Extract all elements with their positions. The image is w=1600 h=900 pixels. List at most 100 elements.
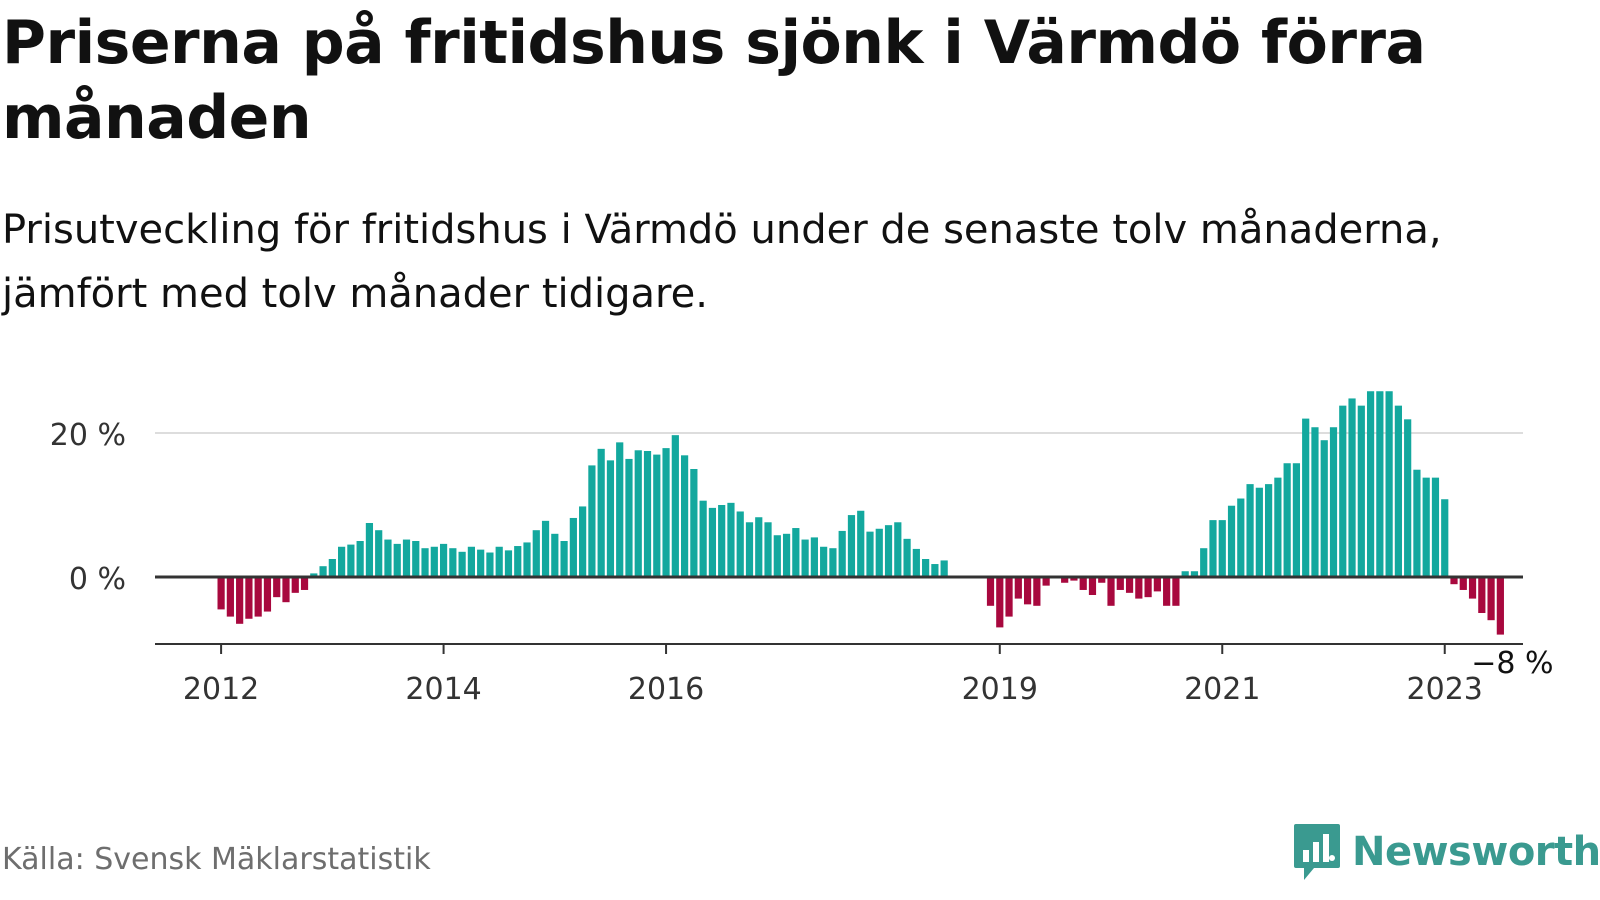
bar [616,442,624,577]
bar [1125,577,1134,593]
bar [1070,577,1078,581]
bar [792,528,800,577]
axis-labels: 0 % 20 % 2012 2014 2016 2019 2021 2023−8 % [50,418,1557,707]
bar [504,550,513,577]
bar [569,517,577,577]
bar [1237,498,1245,577]
x-tick-label: 2016 [628,672,704,707]
bar [551,533,559,577]
x-tick-label: 2012 [183,672,259,707]
axes [155,575,1523,654]
x-tick-label: 2019 [962,672,1038,707]
bar [671,435,679,577]
bar [1153,577,1161,592]
bar [727,502,735,577]
bar [1283,463,1291,577]
bar [1218,520,1226,577]
bar [820,546,828,577]
bar [653,454,661,577]
bar [1311,427,1319,577]
bar [1172,577,1180,606]
bar [1404,419,1412,577]
bar [801,539,809,577]
bar [1357,405,1365,577]
bar [458,551,466,577]
bar [1339,405,1347,577]
bar [514,546,522,577]
x-tick-label: 2023 [1407,672,1483,707]
y-tick-label: 20 % [50,418,126,453]
bar [1376,391,1384,577]
bar [1098,577,1106,583]
bar [1413,469,1421,577]
bar [1487,577,1495,621]
bar [1135,577,1143,599]
bar [375,530,383,577]
bar [996,577,1004,628]
bar [643,451,652,577]
bar [829,548,837,577]
bar [912,548,920,577]
bar [1200,548,1208,577]
bar [421,548,429,577]
bar [662,448,670,577]
bar [365,523,374,577]
bar [782,533,791,577]
bar [857,510,865,577]
bar [1116,577,1124,590]
bar [1181,571,1189,577]
bar [940,560,948,577]
bars [217,391,1504,635]
bar [931,564,939,577]
bar [597,448,605,577]
bar [1163,577,1171,606]
bar [477,549,485,577]
bar [356,541,364,577]
bar [1320,440,1328,577]
bar [884,525,893,577]
bar [1366,391,1375,577]
bar [1079,577,1087,590]
y-tick-label: 0 % [69,562,126,597]
bar [402,539,411,577]
bar [495,546,503,577]
bar [745,522,754,577]
bar [690,469,698,577]
bar [1441,499,1449,577]
bar [1274,477,1282,577]
bar [1033,577,1041,606]
x-tick-label: 2014 [405,672,481,707]
bar [1265,484,1273,577]
x-tick-label: 2021 [1184,672,1260,707]
bar [282,577,290,603]
bar [1227,505,1236,577]
bar [1431,477,1440,577]
chart-subtitle: Prisutveckling för fritidshus i Värmdö u… [2,207,1442,317]
bar [430,546,438,577]
bar [310,573,318,577]
bar [699,500,707,577]
bar [347,544,355,577]
bar [1329,427,1338,577]
bar [467,546,475,577]
bar [236,577,244,624]
bar [894,522,902,577]
bar [810,537,818,577]
bar [532,530,540,577]
bar [226,577,234,617]
bar [1246,484,1254,577]
bar [588,465,596,577]
bar [300,577,309,590]
bar [245,577,253,619]
chart-title: Priserna på fritidshus sjönk i Värmdö fö… [2,8,1426,153]
bar [773,535,781,577]
newsworthy-logo-icon [1294,824,1340,880]
bar [1496,577,1504,635]
newsworthy-brand[interactable]: Newsworthy [1292,820,1600,884]
bar [291,577,299,593]
bar [412,541,420,577]
bar [847,515,856,577]
bar [875,528,883,577]
bar [217,577,225,610]
